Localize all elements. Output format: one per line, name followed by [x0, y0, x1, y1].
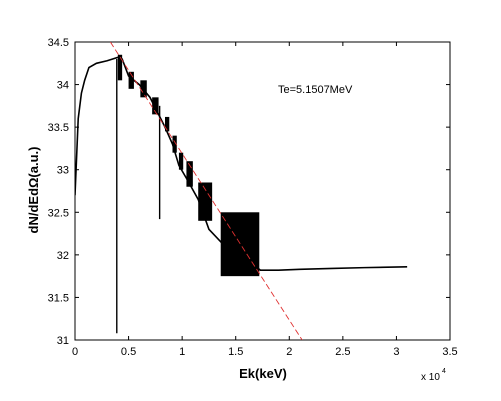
- annotation-text: Te=5.1507MeV: [278, 84, 353, 96]
- spectrum-band: [140, 80, 147, 98]
- y-tick-label: 31.5: [48, 292, 69, 304]
- x-tick-label: 0.5: [121, 346, 136, 358]
- y-axis-label: dN/dEdΩ(a.u.): [26, 147, 41, 234]
- x-tick-label: 3: [393, 346, 399, 358]
- y-tick-label: 32.5: [48, 207, 69, 219]
- spectrum-band: [178, 152, 184, 170]
- y-tick-label: 34.5: [48, 37, 69, 49]
- y-tick-label: 33: [57, 165, 69, 177]
- spectrum-band: [186, 161, 193, 187]
- y-tick-label: 32: [57, 250, 69, 262]
- x-tick-label: 2.5: [335, 346, 350, 358]
- fit-line-dashed: [109, 42, 303, 340]
- spectrum-band: [117, 54, 123, 81]
- x-tick-label: 1: [179, 346, 185, 358]
- spectrum-band: [172, 135, 177, 153]
- x-multiplier: x 10: [421, 372, 440, 383]
- y-tick-label: 33.5: [48, 122, 69, 134]
- x-tick-label: 2: [286, 346, 292, 358]
- spectrum-line: [75, 56, 408, 271]
- y-tick-label: 31: [57, 335, 69, 347]
- spectrum-band: [128, 71, 134, 89]
- x-tick-label: 3.5: [442, 346, 457, 358]
- data-layer: [75, 42, 408, 340]
- x-multiplier-exponent: 4: [442, 368, 446, 375]
- spectrum-band: [220, 212, 260, 277]
- x-tick-label: 0: [72, 346, 78, 358]
- plot-area: [74, 41, 451, 341]
- spectrum-band: [198, 182, 213, 221]
- x-axis-label: Ek(keV): [239, 366, 287, 381]
- ticks-layer: [74, 41, 451, 341]
- y-tick-label: 34: [57, 80, 69, 92]
- spectrum-band: [165, 116, 170, 132]
- x-tick-label: 1.5: [228, 346, 243, 358]
- spectrum-band: [152, 97, 159, 115]
